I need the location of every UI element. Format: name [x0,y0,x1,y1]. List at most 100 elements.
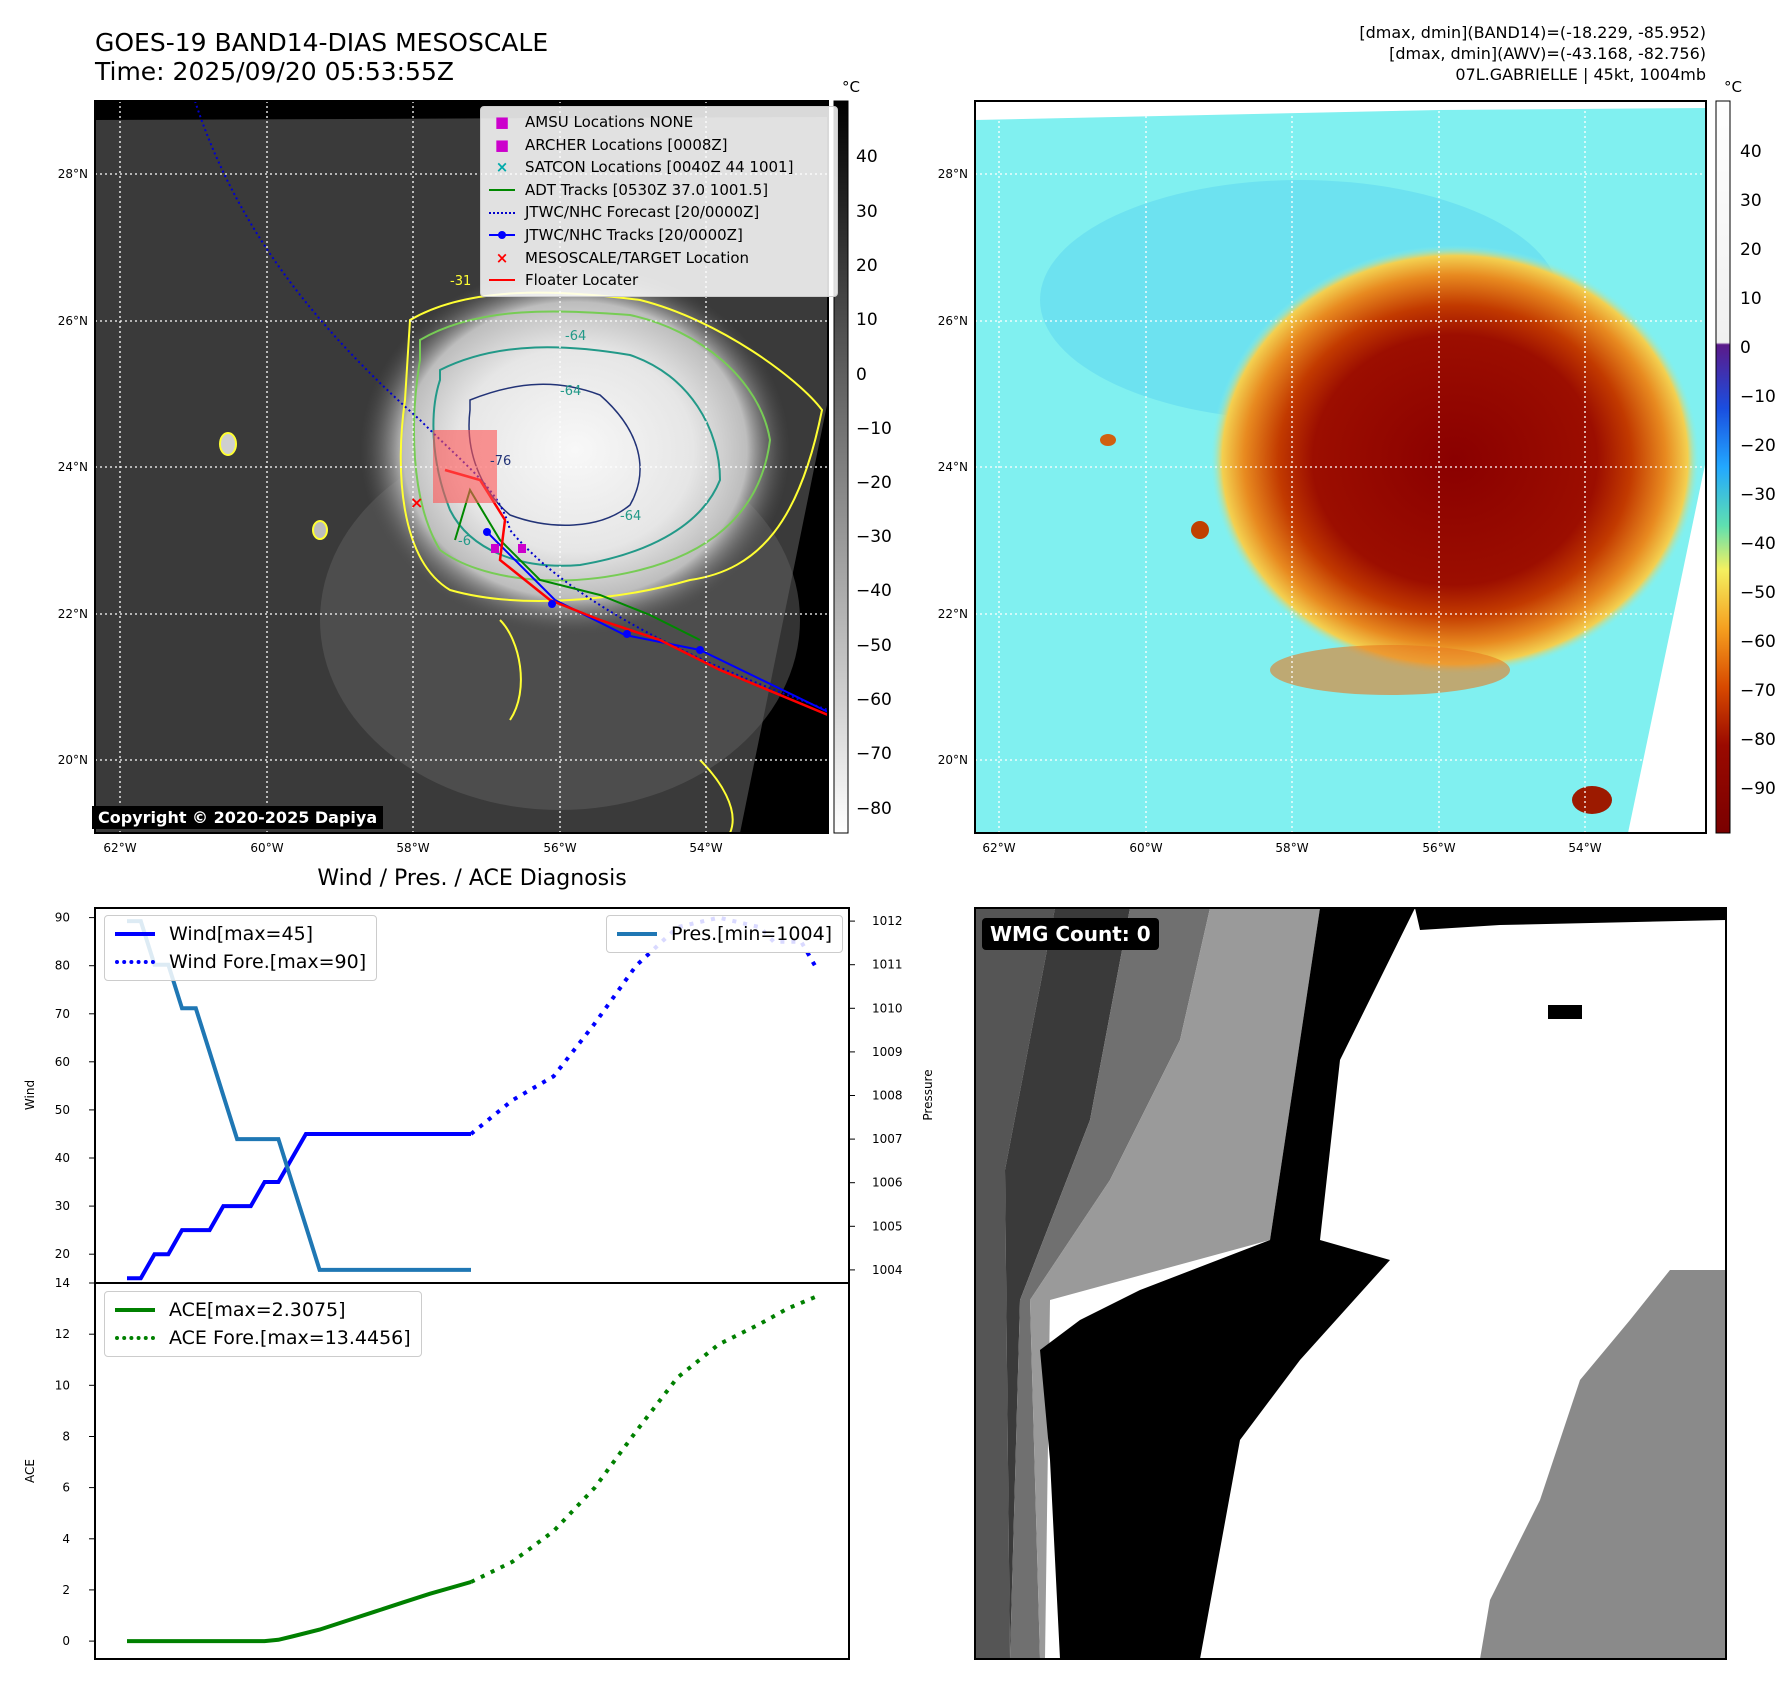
track-point-4 [696,646,704,654]
lat-label: 26°N [58,314,88,328]
tick-label: 1006 [872,1176,903,1190]
cb2-tick: 0 [1740,338,1751,358]
tick-label: 90 [55,911,70,925]
lat-label: 28°N [938,167,968,181]
solid-line-icon [617,932,657,936]
wmg-gray-bottom-right [1480,1270,1726,1659]
legend-entry: × SATCON Locations [0040Z 44 1001] [489,156,829,179]
contour-label-6: -6 [458,534,471,549]
tick-label: 2 [62,1583,70,1597]
track-point-2 [548,600,556,608]
cb2-tick: 40 [1740,142,1762,162]
cb2-tick: 10 [1740,289,1762,309]
panel2-info-band14: [dmax, dmin](BAND14)=(-18.229, -85.952) [1359,23,1706,42]
cb2-tick: −60 [1740,632,1776,652]
panel2-info-awv: [dmax, dmin](AWV)=(-43.168, -82.756) [1389,44,1706,63]
x-marker-icon: × [495,158,509,177]
tick-label: 14 [55,1276,70,1290]
panel3-title: Wind / Pres. / ACE Diagnosis [317,866,626,891]
lon-label: 54°W [689,841,722,855]
wmg-dark-gray [975,908,1055,1659]
legend-entry: Floater Locater [489,269,829,292]
cb1-tick: −80 [856,799,892,819]
cb1-tick: −30 [856,527,892,547]
lat-label: 24°N [938,460,968,474]
legend-entry: JTWC/NHC Forecast [20/0000Z] [489,201,829,224]
ace-ylabel: ACE [23,1459,37,1483]
lat-label: 24°N [58,460,88,474]
cb1-tick: −60 [856,690,892,710]
legend-label: JTWC/NHC Tracks [20/0000Z] [525,225,743,244]
legend-entry: Pres.[min=1004] [617,920,832,948]
cb2-tick: −50 [1740,583,1776,603]
color-band [1270,645,1510,695]
wind-legend: Wind[max=45] Wind Fore.[max=90] [104,915,378,981]
legend-label: ACE[max=2.3075] [169,1299,346,1321]
tick-label: 70 [55,1007,70,1021]
cb2-tick: −20 [1740,436,1776,456]
contour-label-4: -64 [620,509,641,524]
lat-label: 26°N [938,314,968,328]
legend-entry: Wind[max=45] [115,920,366,948]
legend-entry: ■ AMSU Locations NONE [489,111,829,134]
tick-label: 6 [62,1481,70,1495]
small-cloud-2 [312,520,328,540]
cb1-tick: 10 [856,310,878,330]
colorbar2 [1715,100,1731,834]
lon-label: 54°W [1568,841,1601,855]
line-dot-icon [489,231,515,240]
tick-label: 40 [55,1151,70,1165]
tick-label: 1009 [872,1045,903,1059]
x-marker-icon: × [495,248,509,267]
target-x-marker: × [410,493,423,512]
series-line-0-0 [127,1132,471,1281]
wmg-frame [974,907,1727,1660]
lat-label: 28°N [58,167,88,181]
panel1-legend: ■ AMSU Locations NONE ■ ARCHER Locations [… [480,106,838,297]
legend-entry: JTWC/NHC Tracks [20/0000Z] [489,224,829,247]
lon-label: 56°W [543,841,576,855]
cb2-tick: −80 [1740,730,1776,750]
lat-label: 20°N [938,753,968,767]
line-marker-icon [489,189,515,192]
cb1-tick: −40 [856,581,892,601]
lon-label: 58°W [396,841,429,855]
tick-label: 10 [55,1378,70,1392]
contour-label-5: -64 [560,384,581,399]
panel1-satellite-map: GOES-19 BAND14-DIAS MESOSCALE Time: 2025… [58,28,892,855]
cb1-tick: 0 [856,365,867,385]
tick-label: 1012 [872,914,903,928]
pressure-ylabel: Pressure [921,1069,935,1120]
lat-label: 22°N [58,607,88,621]
tick-label: 1010 [872,1001,903,1015]
cb2-tick: −10 [1740,387,1776,407]
ace-legend: ACE[max=2.3075] ACE Fore.[max=13.4456] [104,1291,422,1357]
wmg-black-top-right [1415,908,1726,930]
wmg-count-badge: WMG Count: 0 [982,918,1159,950]
legend-entry: ■ ARCHER Locations [0008Z] [489,134,829,157]
panel2-color-enhanced-map: [dmax, dmin](BAND14)=(-18.229, -85.952) … [938,23,1776,855]
legend-label: AMSU Locations NONE [525,113,694,131]
tick-label: 50 [55,1103,70,1117]
tick-label: 8 [62,1430,70,1444]
tick-label: 60 [55,1055,70,1069]
cb2-tick: 20 [1740,240,1762,260]
tick-label: 4 [62,1532,70,1546]
legend-label: Pres.[min=1004] [671,923,833,945]
archer-marker-2 [518,544,526,553]
contour-label-1: -31 [450,274,471,289]
band-contour-1 [499,619,522,721]
cb1-tick: 40 [856,147,878,167]
panel4-wmg [974,907,1727,1660]
track-point-3 [623,630,631,638]
lon-label: 56°W [1422,841,1455,855]
legend-entry: ADT Tracks [0530Z 37.0 1001.5] [489,179,829,202]
color-small-cloud [1191,521,1209,539]
colorbar1-ticks: 40 30 20 10 0 −10 −20 −30 −40 −50 −60 −7… [856,147,892,819]
square-marker-icon: ■ [494,135,510,154]
wind-tick-labels: 90 80 70 60 50 40 30 20 [55,911,95,1261]
colorbar2-ticks: 40 30 20 10 0 −10 −20 −30 −40 −50 −60 −7… [1740,142,1776,799]
wmg-black [1040,908,1415,1659]
legend-label: ACE Fore.[max=13.4456] [169,1327,411,1349]
colorbar2-unit: °C [1724,78,1742,96]
